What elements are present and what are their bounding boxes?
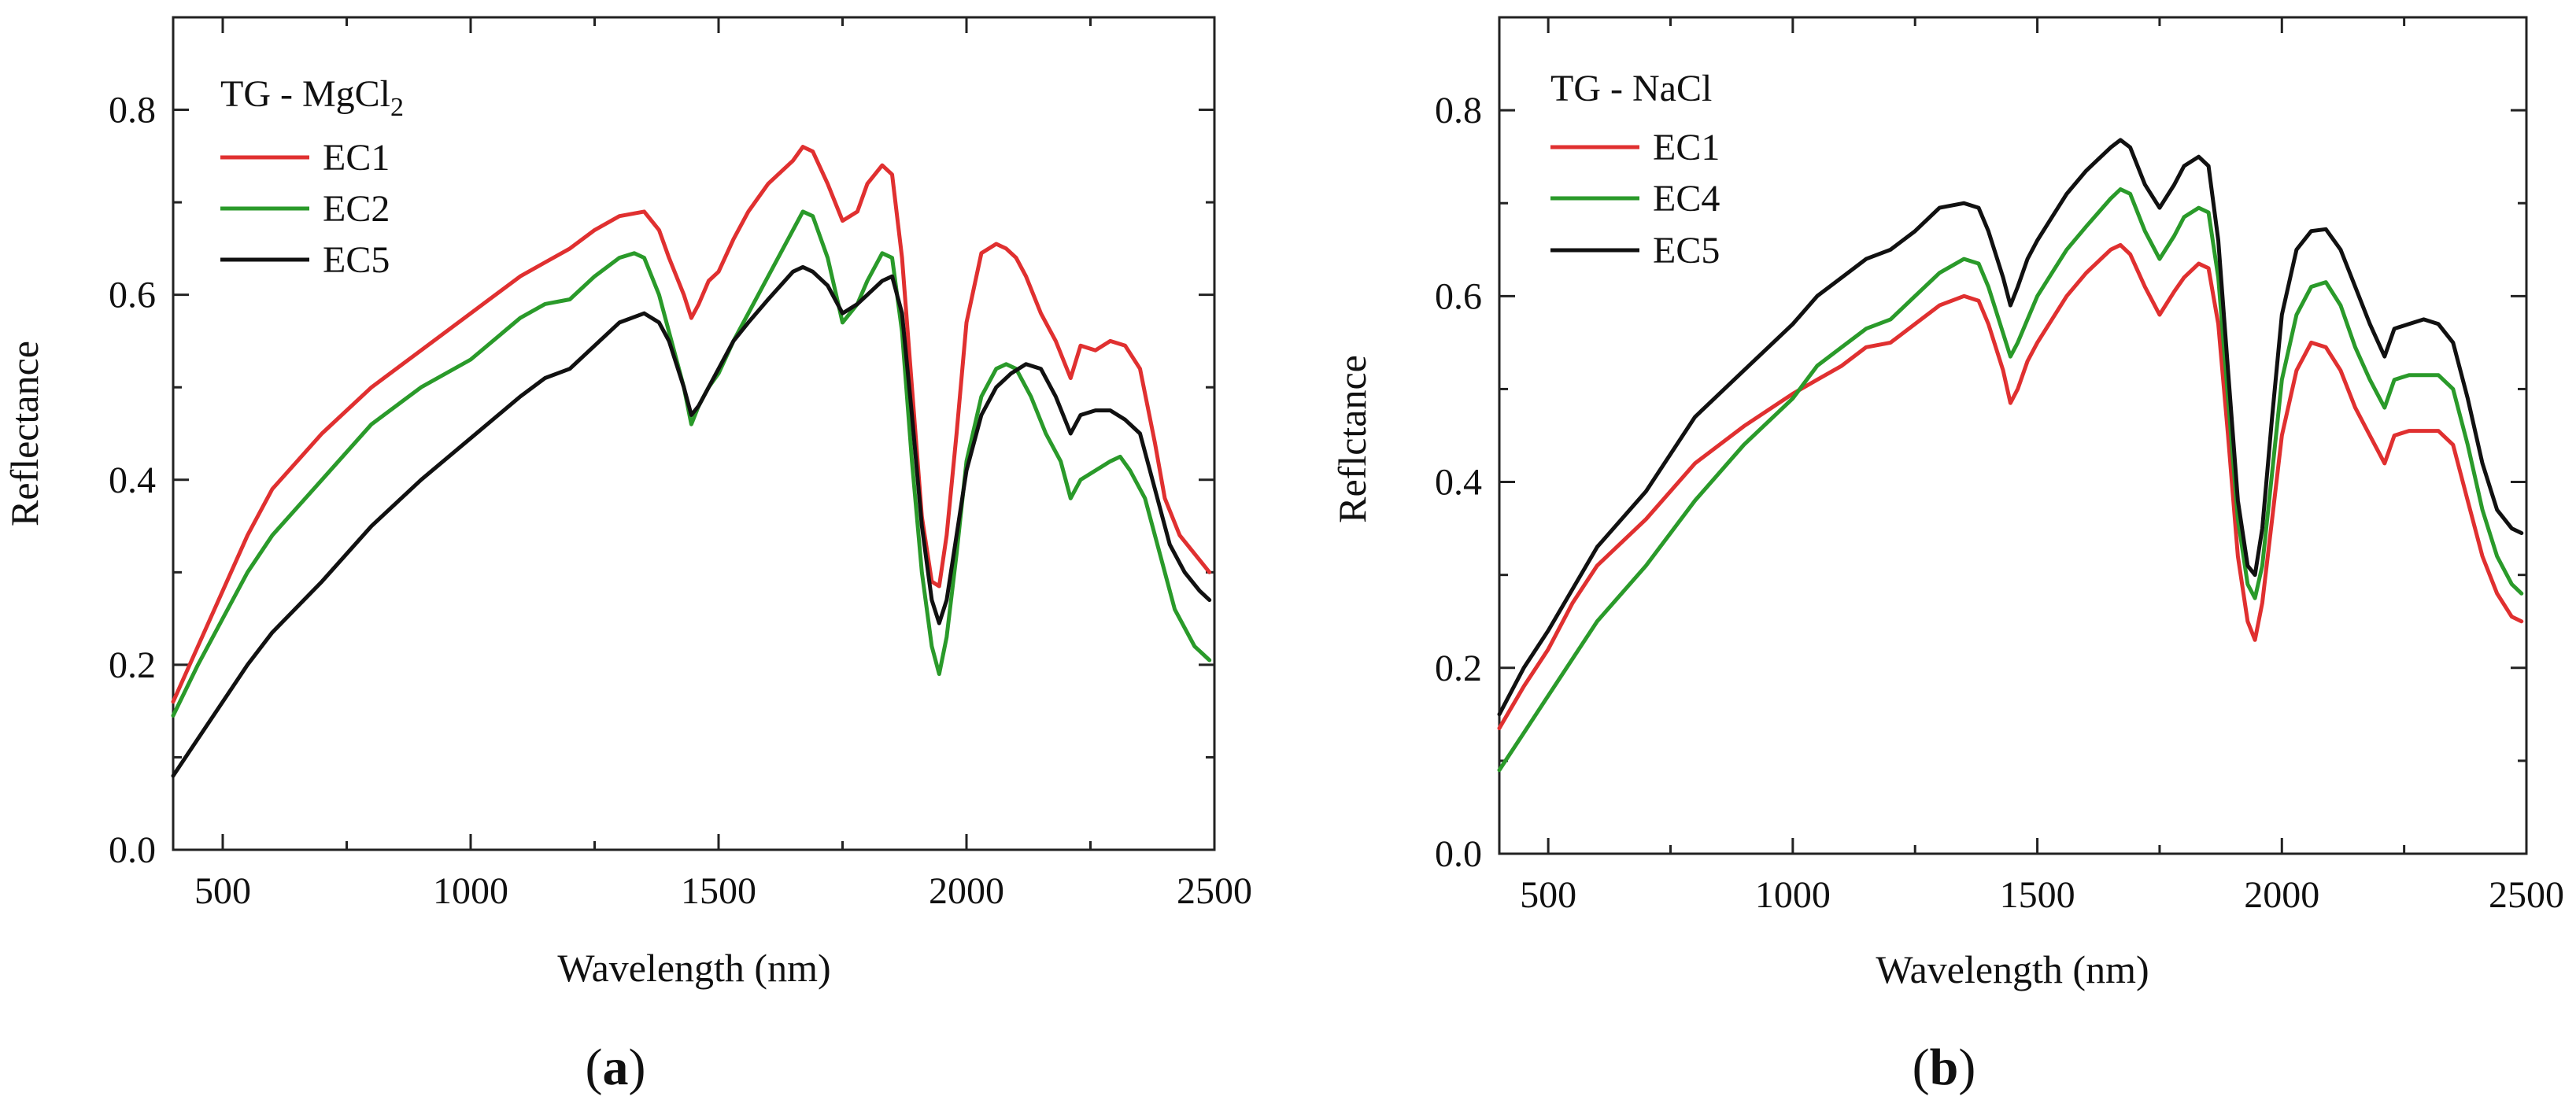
legend-label-ec2: EC2 <box>323 188 390 230</box>
plot-frame <box>172 16 1216 851</box>
series-line-ec1 <box>1497 242 2524 730</box>
x-tick-label: 1000 <box>433 870 508 912</box>
y-tick-label: 0.0 <box>1435 833 1482 875</box>
x-tick-label: 2000 <box>929 870 1004 912</box>
legend-label-ec1: EC1 <box>323 137 390 179</box>
x-axis-label: Wavelength (nm) <box>557 946 830 990</box>
legend-label-ec4: EC4 <box>1653 178 1720 220</box>
legend-title-subscript: 2 <box>390 93 404 122</box>
legend-title-main: TG - MgCl <box>220 73 390 115</box>
plot-frame <box>1498 16 2528 855</box>
y-axis-label: Reflectance <box>2 341 46 526</box>
y-axis-label: Reflctance <box>1330 355 1374 523</box>
legend-title: TG - MgCl2 <box>220 73 404 122</box>
series-line-ec5 <box>171 264 1212 778</box>
x-tick-labels: 500 1000 1500 2000 2500 <box>1520 874 2564 916</box>
y-tick-labels: 0.0 0.2 0.4 0.6 0.8 <box>109 90 156 871</box>
panel-label-b: (b) <box>1913 1039 1976 1096</box>
legend: TG - NaCl EC1 EC4 EC5 <box>1550 68 1720 271</box>
series-lines <box>1497 138 2524 773</box>
x-tick-labels: 500 1000 1500 2000 2500 <box>194 870 1252 912</box>
series-line-ec1 <box>171 145 1212 704</box>
legend-title: TG - NaCl <box>1550 68 1712 109</box>
x-tick-label: 500 <box>194 870 251 912</box>
legend-label-ec5: EC5 <box>323 239 390 281</box>
legend-label-ec1: EC1 <box>1653 127 1720 168</box>
x-tick-label: 2500 <box>1177 870 1252 912</box>
panel-letter-b: b <box>1930 1039 1959 1096</box>
legend: TG - MgCl2 EC1 EC2 EC5 <box>220 73 404 281</box>
x-tick-label: 1000 <box>1755 874 1831 916</box>
chart-panel-a: 500 1000 1500 2000 2500 0.0 0.2 0.4 0.6 0.8 Wave… <box>2 16 1252 1096</box>
x-tick-label: 2500 <box>2489 874 2564 916</box>
x-tick-label: 1500 <box>681 870 756 912</box>
series-line-ec5 <box>1497 138 2524 717</box>
y-tick-label: 0.4 <box>1435 462 1482 504</box>
axis-ticks <box>173 17 1216 851</box>
panel-label-a: (a) <box>586 1039 646 1096</box>
series-line-ec2 <box>171 209 1212 718</box>
axis-ticks <box>1499 17 2528 855</box>
y-tick-label: 0.6 <box>1435 275 1482 317</box>
y-tick-label: 0.2 <box>109 644 156 686</box>
panel-letter-a: a <box>603 1039 629 1096</box>
x-tick-label: 1500 <box>2000 874 2075 916</box>
series-lines <box>171 145 1212 778</box>
y-tick-labels: 0.0 0.2 0.4 0.6 0.8 <box>1435 90 1482 875</box>
legend-label-ec5: EC5 <box>1653 230 1720 271</box>
x-tick-label: 2000 <box>2244 874 2319 916</box>
legend-title-main: TG - NaCl <box>1550 68 1712 109</box>
x-tick-label: 500 <box>1520 874 1576 916</box>
y-tick-label: 0.8 <box>1435 90 1482 131</box>
y-tick-label: 0.2 <box>1435 648 1482 689</box>
y-tick-label: 0.8 <box>109 90 156 131</box>
chart-panel-b: 500 1000 1500 2000 2500 0.0 0.2 0.4 0.6 0.8 Wave… <box>1330 16 2564 1096</box>
y-tick-label: 0.4 <box>109 460 156 501</box>
y-tick-label: 0.0 <box>109 829 156 871</box>
y-tick-label: 0.6 <box>109 275 156 316</box>
x-axis-label: Wavelength (nm) <box>1876 947 2149 991</box>
series-line-ec4 <box>1497 187 2524 773</box>
